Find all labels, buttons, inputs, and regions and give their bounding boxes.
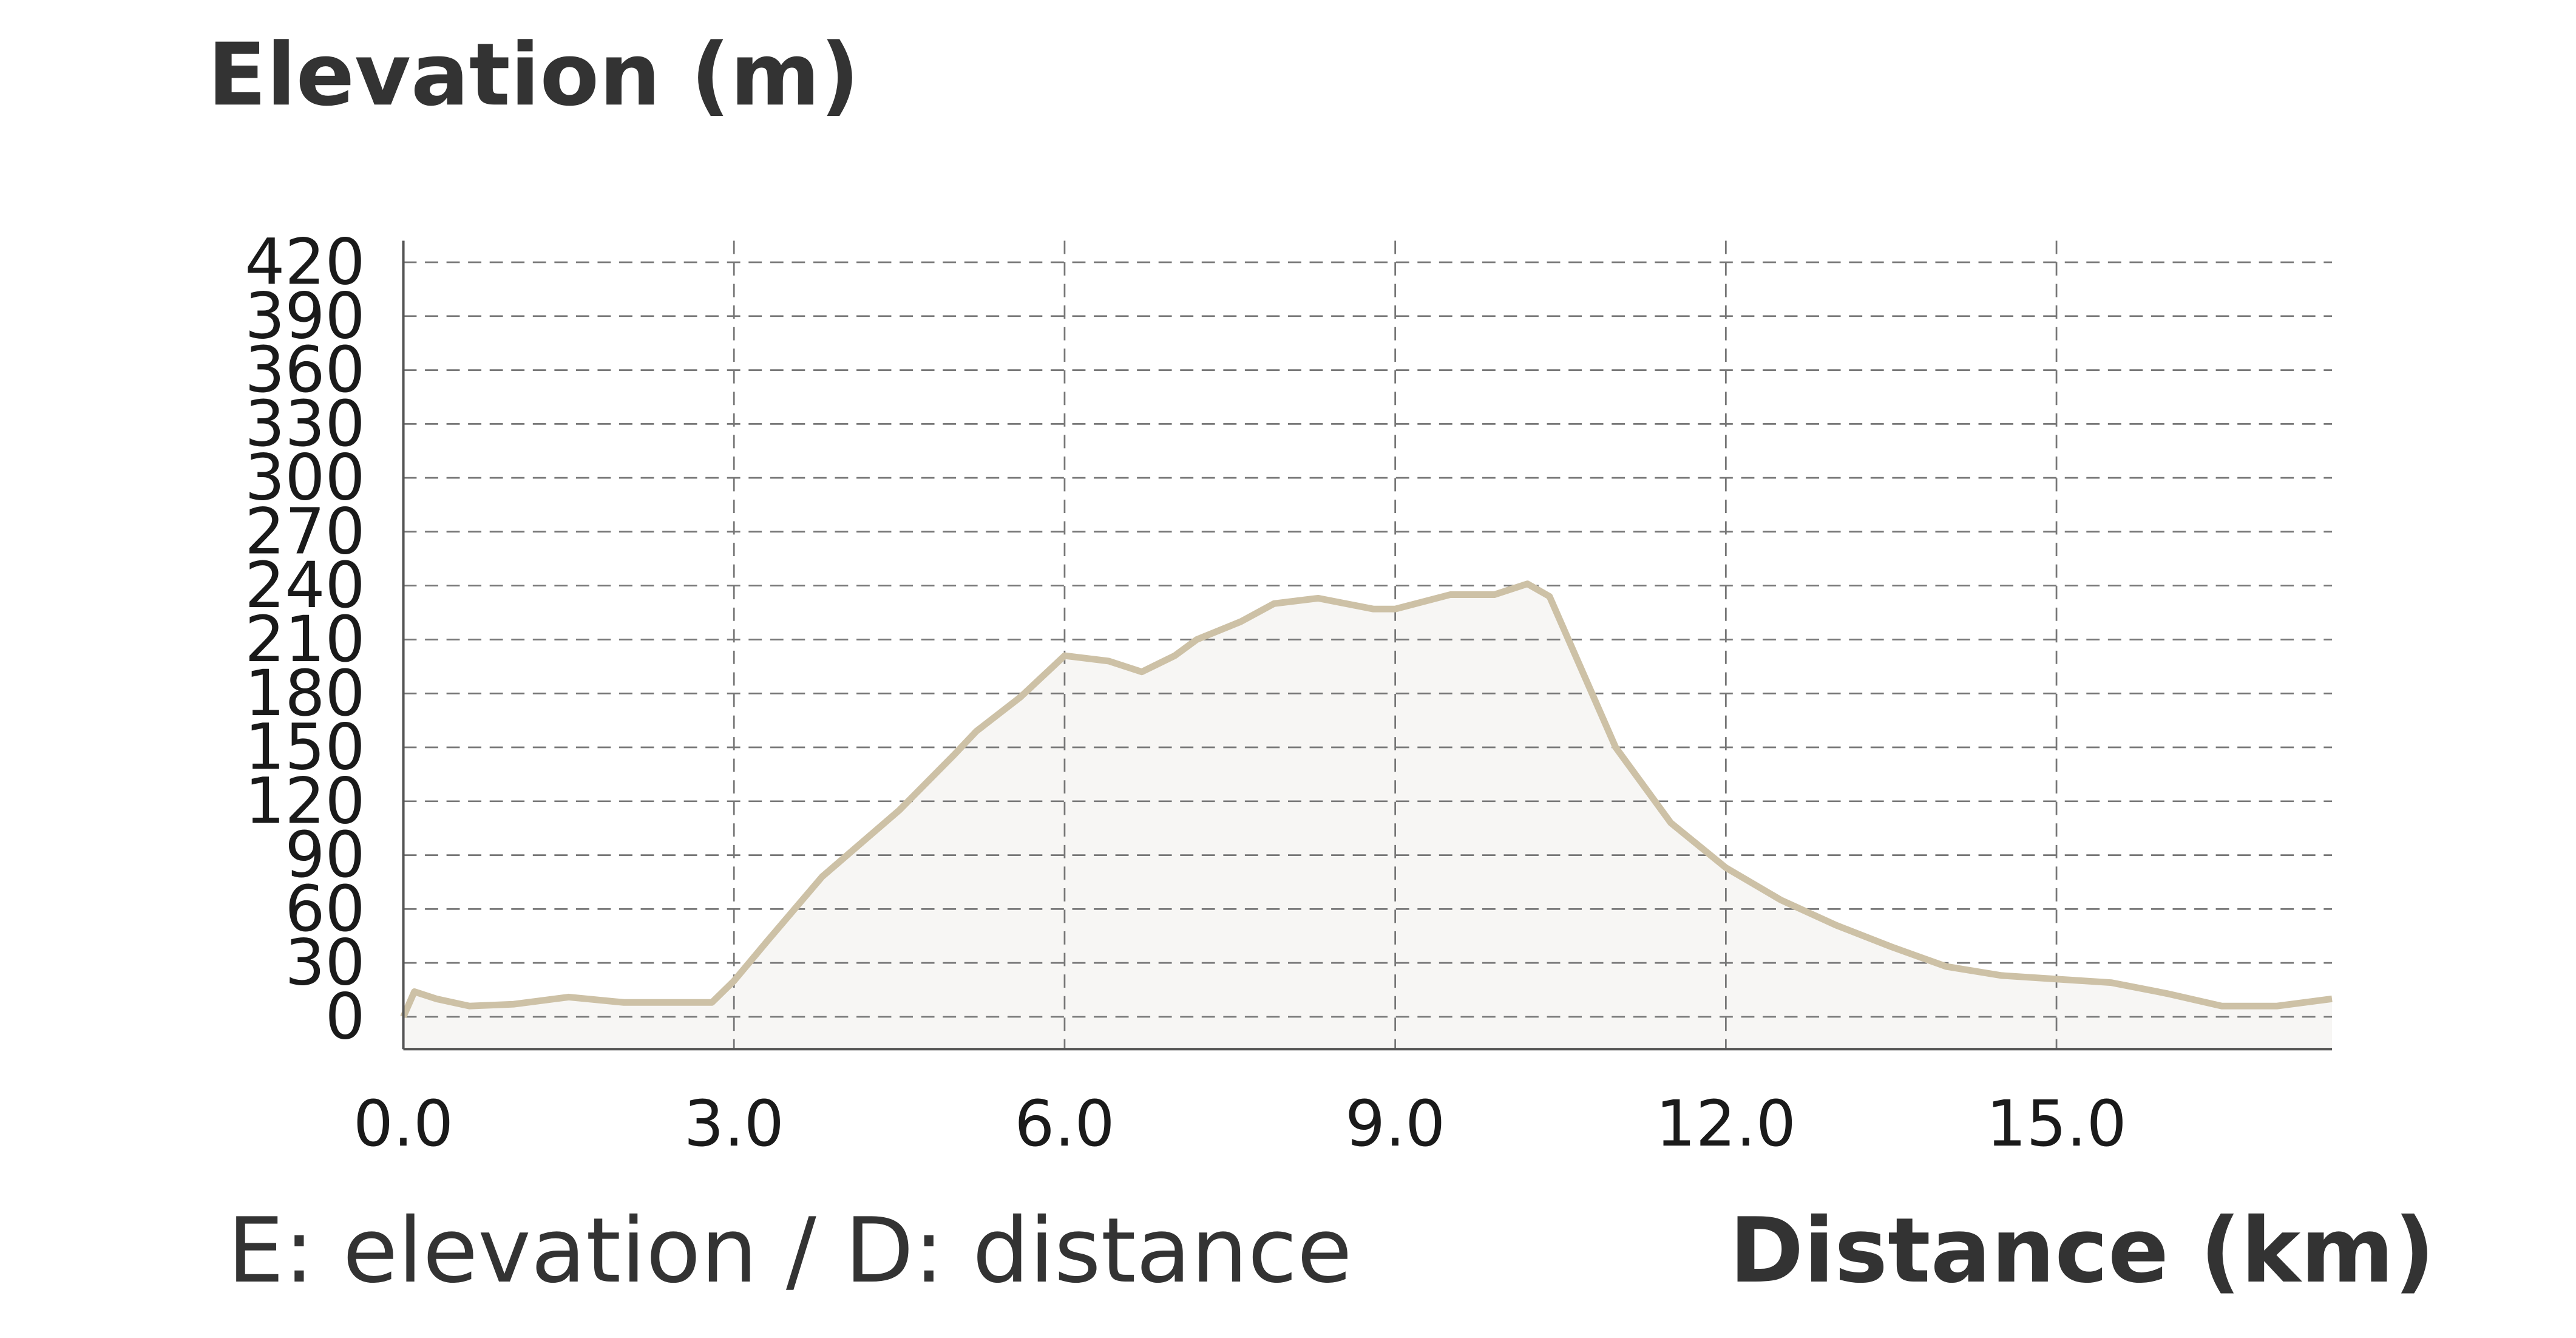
x-tick-label: 3.0 (684, 1087, 784, 1161)
y-tick-label: 0 (325, 980, 365, 1053)
y-tick-label: 90 (285, 818, 365, 892)
y-tick-label: 240 (245, 549, 365, 622)
y-tick-label: 360 (245, 333, 365, 407)
x-tick-label: 0.0 (353, 1087, 453, 1161)
y-tick-label: 150 (245, 711, 365, 784)
annotation: E: elevation / D: distance (228, 1198, 1352, 1303)
y-tick-label: 60 (285, 872, 365, 946)
y-tick-label: 420 (245, 226, 365, 299)
x-tick-label: 15.0 (1986, 1087, 2126, 1161)
y-tick-label: 120 (245, 764, 365, 838)
y-tick-label: 390 (245, 279, 365, 353)
y-tick-label: 180 (245, 657, 365, 730)
x-tick-label: 6.0 (1014, 1087, 1114, 1161)
y-tick-label: 330 (245, 387, 365, 461)
y-tick-label: 270 (245, 495, 365, 568)
x-axis-title: Distance (km) (1729, 1198, 2435, 1303)
y-tick-label: 210 (245, 603, 365, 676)
y-tick-label: 300 (245, 441, 365, 515)
x-tick-label: 9.0 (1345, 1087, 1445, 1161)
chart-title: Elevation (m) (208, 24, 859, 125)
y-tick-label: 30 (285, 926, 365, 1000)
line (400, 580, 2333, 1019)
x-tick-label: 12.0 (1656, 1087, 1796, 1161)
